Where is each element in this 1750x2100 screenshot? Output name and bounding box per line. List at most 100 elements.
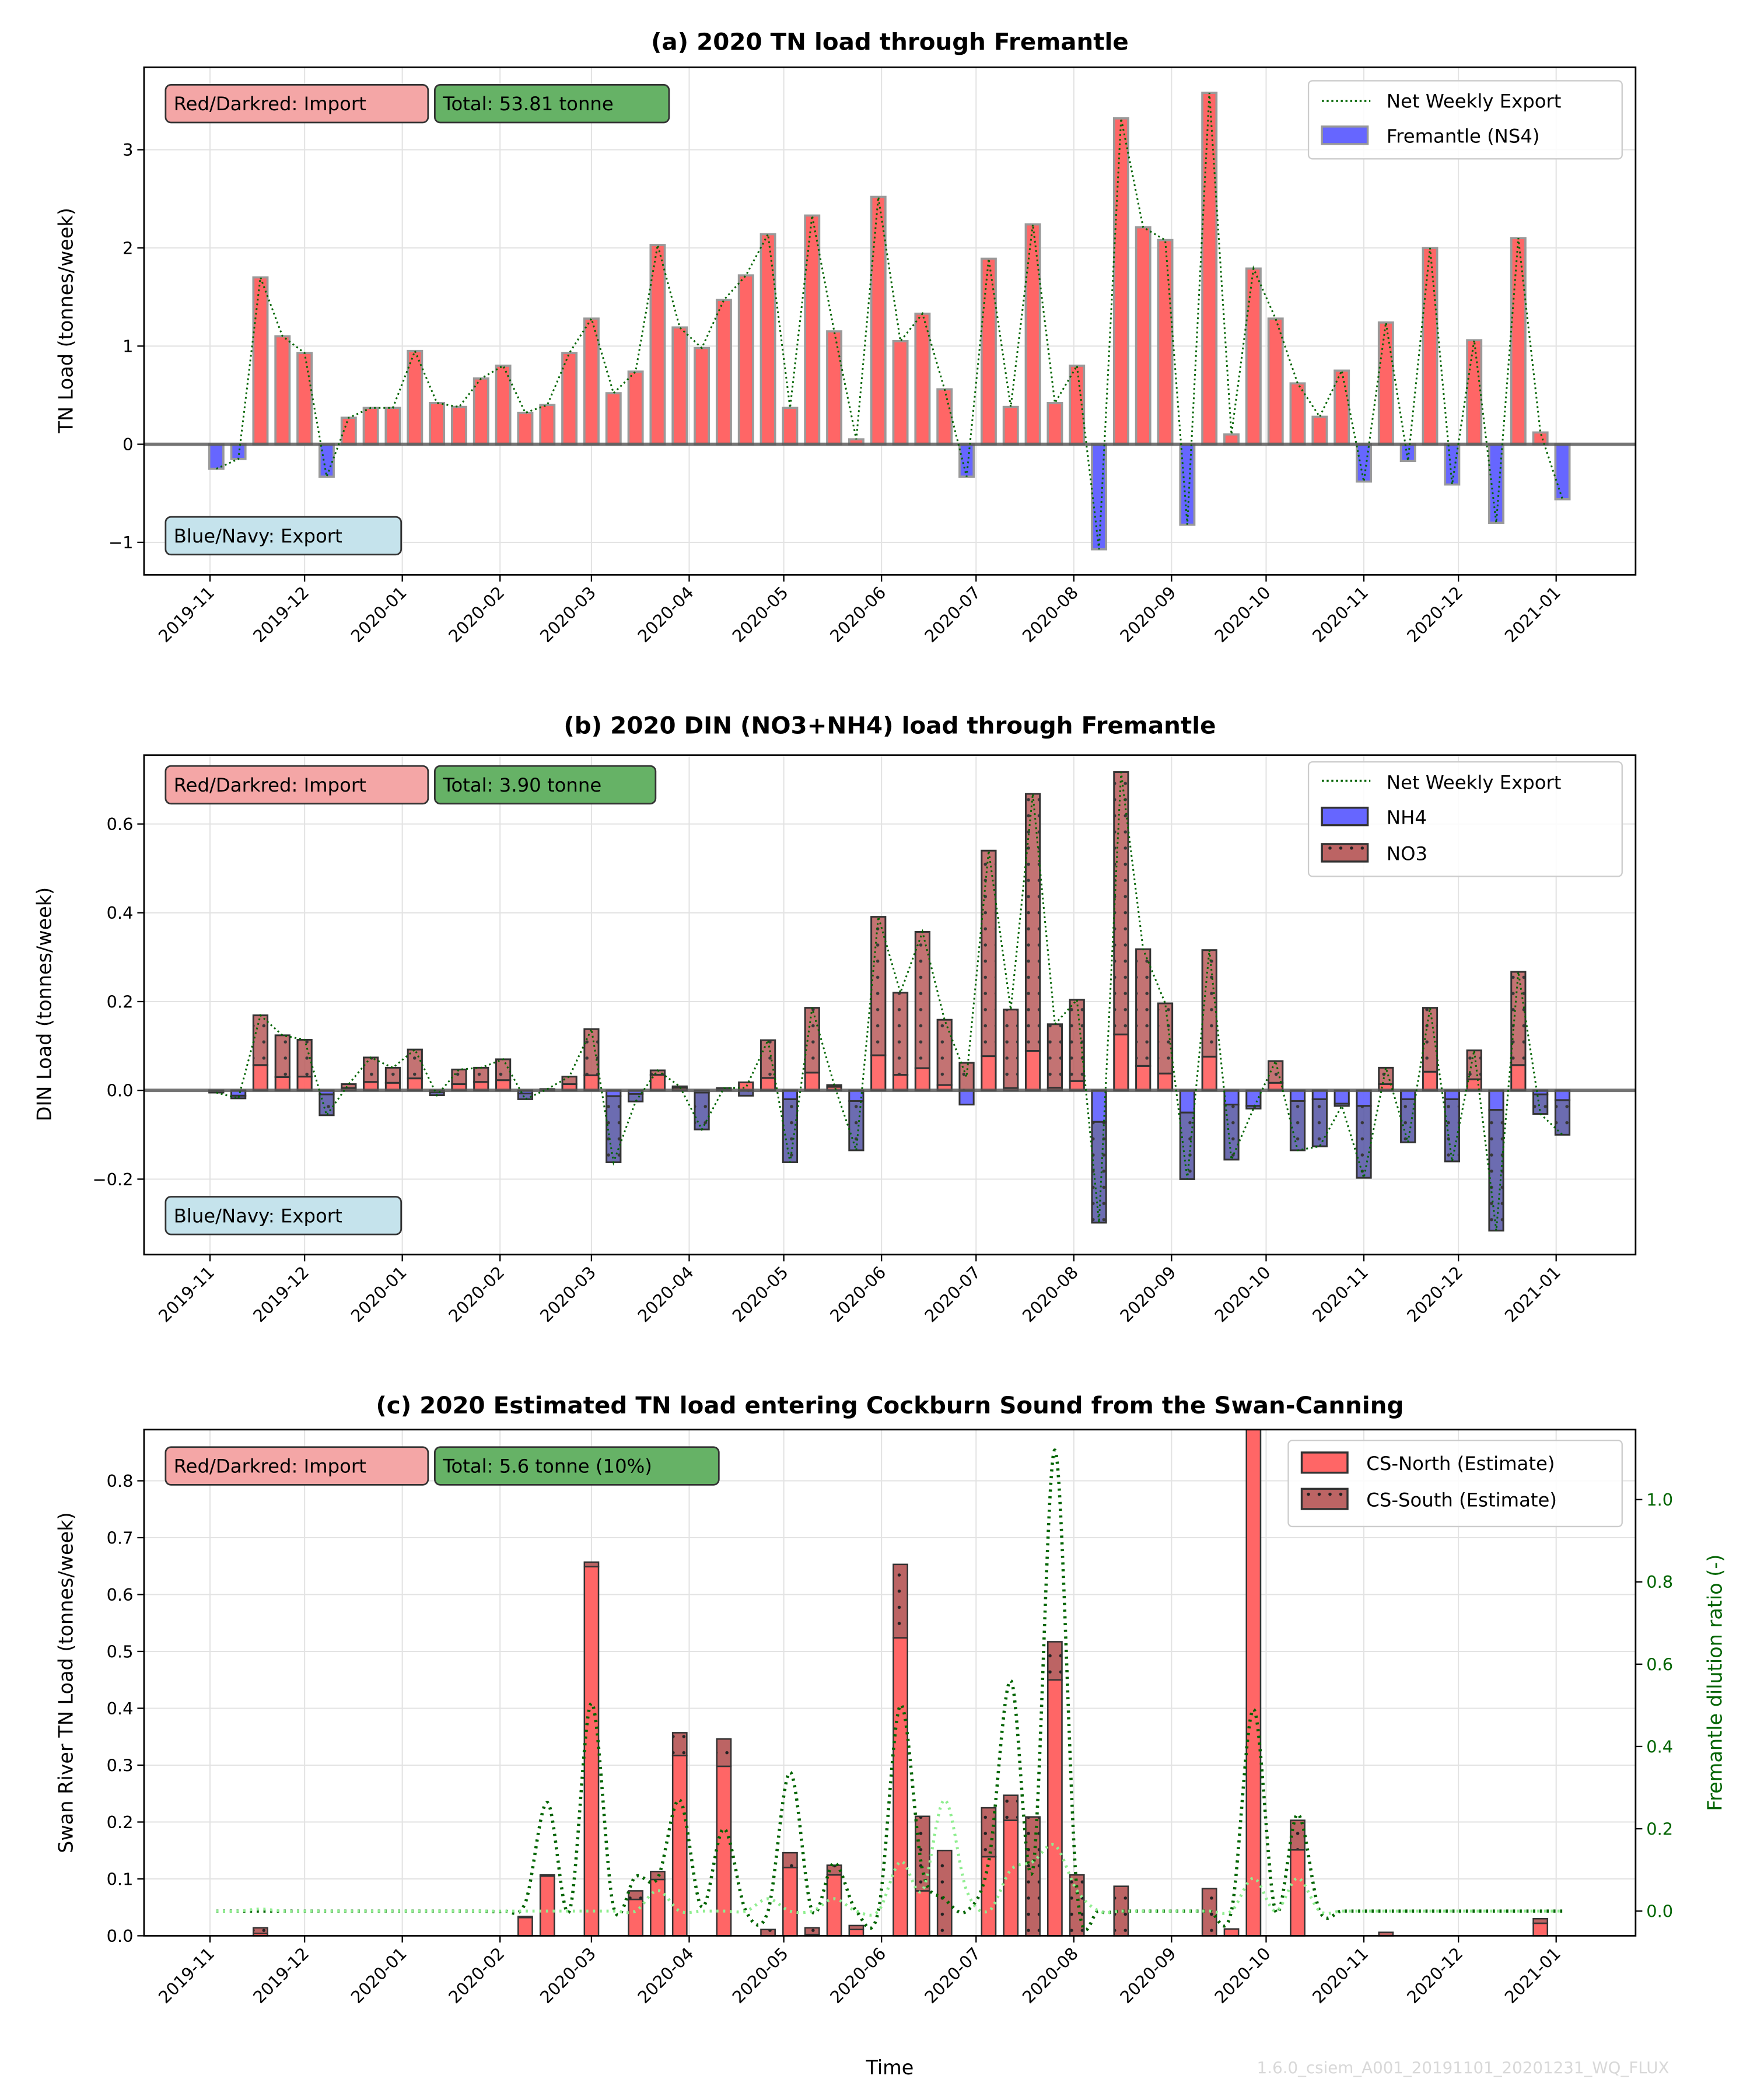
annotation-text: Red/Darkred: Import: [174, 1455, 366, 1478]
nh4-bar: [407, 1077, 423, 1091]
cs-north-bar: [892, 1637, 908, 1937]
no3-bar: [870, 916, 887, 1056]
x-tick-label: 2019-11: [155, 1944, 218, 2007]
import-bar: [296, 352, 313, 446]
no3-bar: [1356, 1105, 1372, 1179]
import-bar: [539, 404, 556, 446]
y-tick-label: −0.2: [92, 1170, 133, 1189]
nh4-bar: [1157, 1072, 1174, 1091]
x-tick-label: 2020-09: [1116, 1944, 1180, 2007]
annotation-text: Red/Darkred: Import: [174, 93, 366, 115]
legend-label: NO3: [1387, 843, 1427, 865]
legend-label: CS-North (Estimate): [1366, 1452, 1555, 1475]
axes-frame: [143, 754, 1637, 1256]
no3-bar: [892, 992, 909, 1076]
no3-bar: [1289, 1100, 1306, 1152]
import-bar: [450, 405, 467, 446]
nh4-bar: [1422, 1070, 1438, 1091]
y-tick-label: 0.8: [107, 1471, 134, 1491]
import-bar: [1024, 223, 1041, 446]
nh4-bar: [958, 1089, 975, 1106]
x-tick-label: 2020-09: [1116, 1262, 1180, 1326]
cs-south-bar: [253, 1927, 268, 1934]
import-bar: [1311, 415, 1328, 446]
chart-title: (c) 2020 Estimated TN load entering Cock…: [376, 1392, 1404, 1419]
import-bar: [384, 407, 401, 446]
x-tick-label: 2019-12: [249, 583, 313, 646]
import-bar: [715, 299, 732, 446]
cs-north-bar: [1047, 1679, 1063, 1937]
legend-bar-swatch: [1321, 806, 1369, 827]
bars: [208, 92, 1571, 551]
annotation-import: Red/Darkred: Import: [164, 1446, 429, 1486]
no3-bar: [936, 1019, 953, 1086]
no3-bar: [981, 849, 997, 1058]
no3-bar: [1245, 1105, 1262, 1110]
import-bar: [583, 317, 600, 446]
x-tick-label: 2020-03: [536, 1944, 600, 2007]
y-tick-label: 0.4: [107, 903, 134, 923]
no3-bar: [1003, 1009, 1019, 1089]
no3-bar: [583, 1028, 600, 1076]
x-tick-label: 2021-01: [1501, 1944, 1564, 2007]
cs-south-bar: [716, 1738, 732, 1768]
right-y-tick-label: 0.0: [1646, 1902, 1673, 1922]
x-tick-label: 2020-06: [826, 1262, 890, 1326]
cs-north-bar: [782, 1867, 798, 1937]
no3-bar: [1201, 949, 1217, 1058]
x-tick-label: 2020-05: [729, 1944, 792, 2007]
annotation-text: Red/Darkred: Import: [174, 774, 366, 796]
x-tick-label: 2020-08: [1019, 1944, 1082, 2007]
cs-north-bar: [583, 1566, 600, 1937]
import-bar: [671, 326, 688, 446]
annotation-total: Total: 53.81 tonne: [434, 84, 670, 124]
cs-north-bar: [826, 1874, 842, 1937]
legend-bar-swatch: [1321, 125, 1369, 145]
nh4-bar: [1488, 1089, 1504, 1111]
axes-frame: [143, 66, 1637, 576]
import-bar: [1466, 339, 1483, 446]
no3-bar: [958, 1062, 975, 1091]
no3-bar: [914, 931, 931, 1069]
no3-bar: [1113, 771, 1129, 1035]
no3-bar: [363, 1056, 379, 1083]
annotation-import: Red/Darkred: Import: [164, 84, 429, 124]
right-y-tick-label: 1.0: [1646, 1490, 1673, 1510]
import-bar: [1510, 237, 1527, 446]
nh4-bar: [274, 1076, 290, 1091]
watermark: 1.6.0_csiem_A001_20191101_20201231_WQ_FL…: [1257, 2058, 1670, 2077]
x-tick-label: 2020-03: [536, 1262, 600, 1326]
x-tick-label: 2020-12: [1403, 583, 1466, 646]
cs-south-bar: [517, 1916, 533, 1919]
nh4-bar: [1135, 1065, 1152, 1091]
annotation-text: Blue/Navy: Export: [174, 1205, 342, 1227]
cs-south-bar: [671, 1732, 688, 1756]
import-bar: [936, 388, 953, 446]
x-tick-label: 2020-01: [347, 1944, 411, 2007]
x-tick-label: 2019-11: [155, 583, 218, 646]
no3-bar: [1091, 1121, 1107, 1224]
import-bar: [561, 352, 578, 446]
cs-south-bar: [1069, 1874, 1085, 1937]
right-y-tick-label: 0.2: [1646, 1819, 1673, 1839]
nh4-bar: [1334, 1089, 1350, 1105]
x-tick-label: 2020-10: [1210, 1262, 1274, 1326]
nh4-bar: [1223, 1089, 1240, 1106]
y-axis-label: Swan River TN Load (tonnes/week): [55, 1512, 78, 1853]
y-tick-label: 0.3: [107, 1755, 134, 1775]
cs-south-bar: [915, 1815, 930, 1892]
cs-north-bar: [517, 1916, 533, 1937]
no3-bar: [1334, 1102, 1350, 1107]
x-axis-label: Time: [865, 2056, 914, 2079]
annotation-text: Total: 5.6 tonne (10%): [442, 1455, 652, 1478]
no3-bar: [1378, 1066, 1394, 1086]
x-tick-label: 2020-04: [634, 583, 697, 646]
x-tick-label: 2020-11: [1308, 583, 1372, 646]
right-y-tick-label: 0.4: [1646, 1737, 1673, 1756]
x-tick-label: 2020-11: [1308, 1944, 1372, 2007]
annotation-import: Red/Darkred: Import: [164, 765, 429, 805]
x-tick-label: 2020-09: [1116, 583, 1180, 646]
cs-south-bar: [1025, 1816, 1041, 1937]
legend-label: Net Weekly Export: [1387, 90, 1562, 113]
